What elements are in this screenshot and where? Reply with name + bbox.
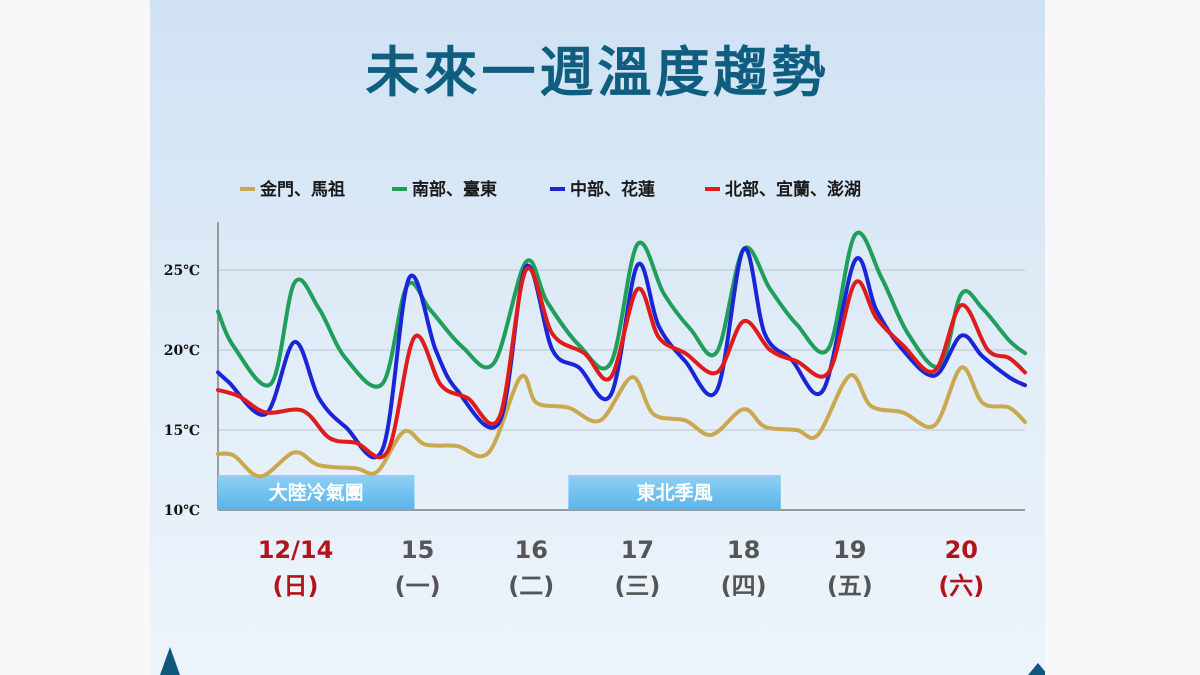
x-tick-date: 15 — [401, 536, 434, 564]
series-line — [216, 230, 1027, 389]
x-tick-weekday: (四) — [721, 572, 767, 600]
tree-decoration — [1028, 663, 1045, 675]
x-tick-date: 19 — [833, 536, 866, 564]
weather-band — [218, 475, 415, 510]
x-tick-date: 18 — [727, 536, 760, 564]
x-tick-date: 17 — [621, 536, 654, 564]
series-line — [216, 266, 1027, 460]
x-tick-date: 20 — [945, 536, 978, 564]
legend-label: 南部、臺東 — [412, 179, 497, 200]
legend-label: 北部、宜蘭、澎湖 — [725, 179, 861, 200]
legend-label: 中部、花蓮 — [570, 179, 655, 200]
series-line — [216, 246, 1027, 460]
weather-band-label: 大陸冷氣團 — [269, 481, 364, 504]
y-tick-label: 25℃ — [164, 263, 200, 279]
x-tick-weekday: (二) — [508, 572, 554, 600]
weather-band-label: 東北季風 — [637, 481, 713, 504]
y-tick-label: 10℃ — [164, 503, 200, 519]
y-tick-label: 20℃ — [164, 343, 200, 359]
x-tick-weekday: (五) — [827, 572, 873, 600]
page-title: 未來一週溫度趨勢 — [365, 41, 830, 104]
legend-label: 金門、馬祖 — [259, 179, 345, 200]
x-tick-date: 12/14 — [258, 536, 334, 564]
x-tick-weekday: (一) — [395, 572, 441, 600]
tree-decoration — [160, 647, 180, 675]
x-tick-weekday: (六) — [938, 572, 984, 600]
left-margin — [0, 0, 150, 675]
x-tick-date: 16 — [515, 536, 548, 564]
x-tick-weekday: (日) — [273, 572, 319, 600]
weather-band — [568, 475, 781, 510]
right-margin — [1045, 0, 1200, 675]
x-tick-weekday: (三) — [614, 572, 660, 600]
y-tick-label: 15℃ — [164, 423, 200, 439]
series-line — [216, 365, 1027, 479]
